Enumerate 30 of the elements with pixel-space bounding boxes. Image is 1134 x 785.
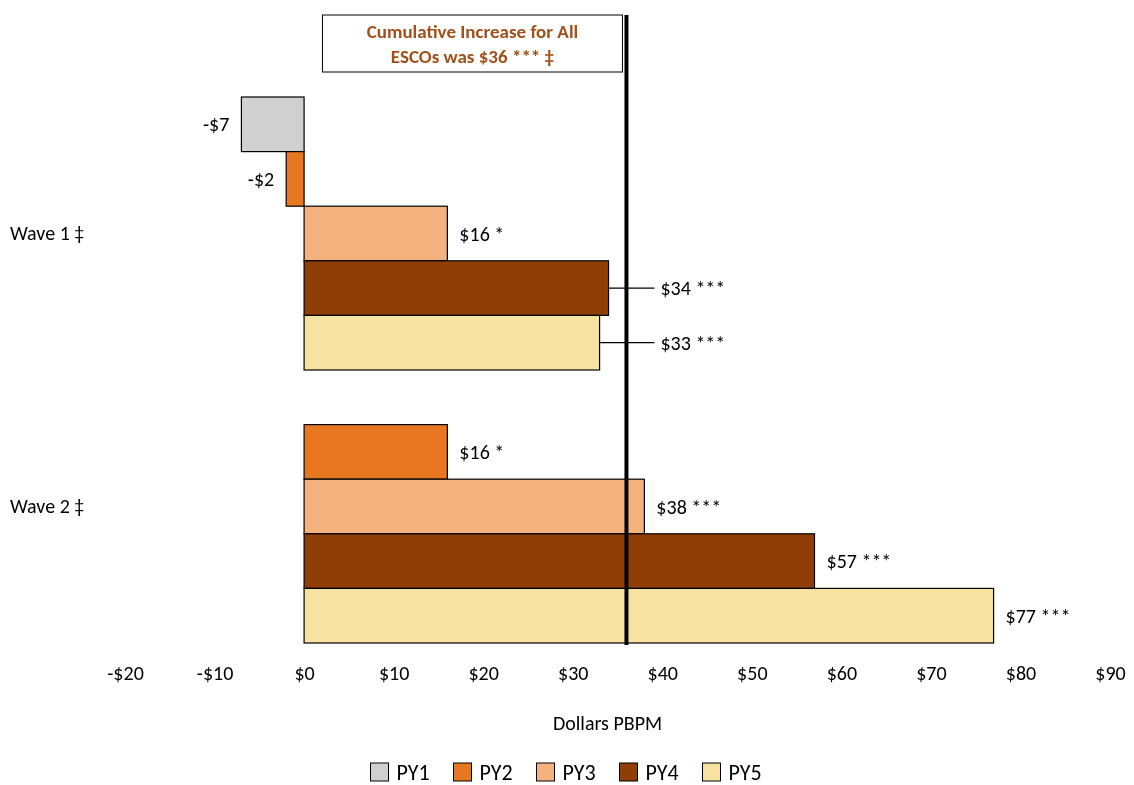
x-tick-label: -$20 [107, 661, 144, 686]
data-label: $33 *** [660, 330, 726, 355]
y-tick-label: Wave 2 ‡ [10, 493, 85, 518]
legend-label: PY2 [479, 758, 513, 785]
x-tick-label: $60 [826, 661, 858, 686]
ref-line-label: Cumulative Increase for All ESCOs was $36 *** ‡ [366, 20, 579, 68]
x-tick-label: $40 [647, 661, 678, 686]
y-tick-label: Wave 1 ‡ [10, 220, 85, 245]
data-label: -$7 [203, 112, 230, 137]
legend-label: PY5 [728, 758, 762, 785]
data-label: $16 * [459, 221, 505, 246]
x-tick-label: $30 [558, 661, 589, 686]
data-label: $16 * [459, 439, 505, 464]
x-axis-title: Dollars PBPM [552, 711, 663, 735]
x-tick-label: -$10 [196, 661, 234, 686]
data-label: -$2 [247, 166, 275, 191]
x-tick-label: $20 [468, 661, 499, 686]
legend-label: PY4 [645, 758, 679, 785]
x-tick-label: $80 [1005, 661, 1037, 686]
legend-label: PY1 [396, 758, 430, 785]
data-label: $77 *** [1005, 603, 1071, 628]
data-label: $38 *** [656, 494, 722, 519]
x-tick-label: $90 [1095, 661, 1126, 686]
x-tick-label: $0 [294, 661, 315, 686]
data-label: $34 *** [660, 276, 726, 301]
legend-label: PY3 [562, 758, 596, 785]
data-label: $57 *** [826, 549, 892, 574]
x-tick-label: $50 [737, 661, 768, 686]
x-tick-label: $10 [378, 661, 410, 686]
x-tick-label: $70 [916, 661, 947, 686]
